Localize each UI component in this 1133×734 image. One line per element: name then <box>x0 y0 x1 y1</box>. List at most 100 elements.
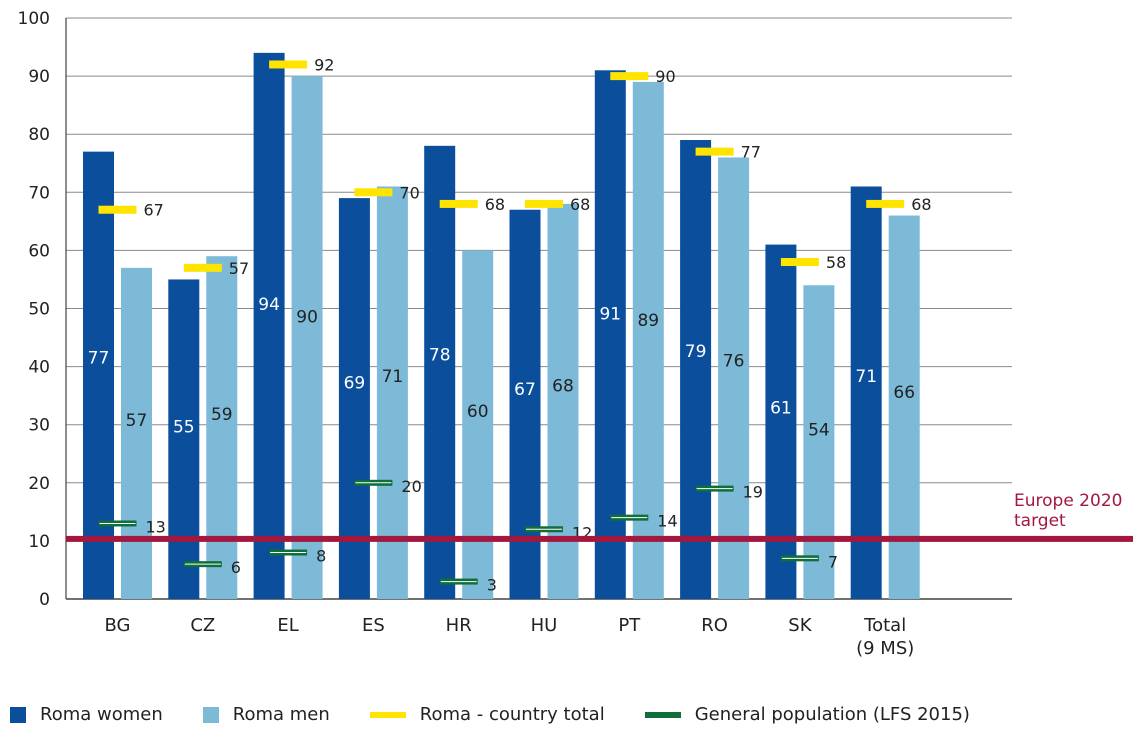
legend-label-roma-women: Roma women <box>40 704 163 725</box>
legend-item-roma-women: Roma women <box>10 704 163 725</box>
bar-label-men-pt: 89 <box>637 311 659 331</box>
legend-swatch-roma-men <box>202 706 219 723</box>
bar-men-total-9-ms <box>888 215 920 600</box>
y-tick-label-90: 90 <box>28 67 50 87</box>
x-tick-label-sk: SK <box>788 615 812 636</box>
bar-label-men-el: 90 <box>296 308 318 328</box>
y-tick-label-10: 10 <box>28 532 50 552</box>
legend-swatch-country-total <box>369 711 406 718</box>
bar-women-es <box>338 198 370 600</box>
bar-men-el <box>291 76 323 600</box>
x-tick-label-total-9-ms: Total <box>863 615 906 636</box>
bar-men-es <box>376 186 408 600</box>
y-axis: 0 10 20 30 40 50 60 70 80 90 100 <box>18 9 67 610</box>
bar-label-men-cz: 59 <box>211 405 233 425</box>
bar-label-men-total-9-ms: 66 <box>893 383 915 403</box>
marker-country-total-hr <box>439 199 478 208</box>
bar-label-men-bg: 57 <box>126 411 148 431</box>
bar-women-cz <box>168 279 200 599</box>
chart: 0 10 20 30 40 50 60 70 80 90 100 77 57 55 59 94 90 69 71 7… <box>18 9 1133 659</box>
marker-country-total-sk <box>780 258 819 267</box>
y-tick-label-20: 20 <box>28 474 50 494</box>
bar-men-sk <box>803 285 835 599</box>
legend-item-country-total: Roma - country total <box>369 704 605 725</box>
bar-label-women-cz: 55 <box>173 417 195 437</box>
marker-country-total-label-el: 92 <box>314 55 334 74</box>
legend-label-roma-men: Roma men <box>232 704 330 725</box>
bar-men-ro <box>718 157 750 599</box>
x-tick-label-ro: RO <box>701 615 728 636</box>
bar-men-cz <box>206 256 238 599</box>
legend-swatch-roma-women <box>10 706 26 723</box>
y-tick-label-80: 80 <box>28 125 50 145</box>
marker-country-total-pt <box>610 72 649 81</box>
y-tick-label-30: 30 <box>28 416 50 436</box>
bar-label-women-total-9-ms: 71 <box>855 367 877 387</box>
marker-country-total-total-9-ms <box>866 199 905 208</box>
bar-label-men-ro: 76 <box>723 352 745 372</box>
marker-country-total-label-sk: 58 <box>826 253 846 272</box>
marker-country-total-ro <box>695 147 734 156</box>
marker-country-total-cz <box>183 263 222 272</box>
target-label-line-1: Europe 2020 <box>1014 491 1122 511</box>
legend: Roma women Roma men Roma - country total… <box>10 704 1010 725</box>
bar-label-women-sk: 61 <box>770 399 792 419</box>
bar-label-men-hr: 60 <box>467 402 489 422</box>
marker-general-population-label-bg: 13 <box>146 517 166 536</box>
marker-country-total-label-hr: 68 <box>485 195 505 214</box>
bar-men-hu <box>547 203 579 600</box>
target-line-bar <box>66 535 1133 542</box>
legend-label-country-total: Roma - country total <box>419 704 605 725</box>
bar-label-women-ro: 79 <box>685 342 707 362</box>
x-tick-label-total-9-ms-line2: (9 MS) <box>856 638 914 659</box>
x-axis: BG CZ EL ES HR HU PT RO SK Total(9 MS) <box>105 615 915 659</box>
marker-general-population-label-pt: 14 <box>657 512 677 531</box>
target-label-line-2: target <box>1014 511 1066 531</box>
marker-country-total-label-es: 70 <box>399 183 419 202</box>
bar-label-men-sk: 54 <box>808 421 830 441</box>
marker-country-total-label-pt: 90 <box>655 67 675 86</box>
bar-women-sk <box>765 244 797 599</box>
bar-men-hr <box>462 250 494 599</box>
bar-women-el <box>253 52 285 600</box>
marker-general-population-label-sk: 7 <box>828 552 838 571</box>
marker-country-total-hu <box>525 199 563 208</box>
y-tick-label-100: 100 <box>18 9 50 29</box>
x-tick-label-pt: PT <box>618 615 641 636</box>
bar-women-bg <box>83 151 114 599</box>
marker-country-total-label-bg: 67 <box>144 201 164 220</box>
marker-country-total-label-cz: 57 <box>229 259 249 278</box>
x-tick-label-hu: HU <box>531 615 558 636</box>
bar-women-hu <box>509 209 541 600</box>
bar-women-pt <box>594 70 626 600</box>
y-tick-label-40: 40 <box>28 358 50 378</box>
y-tick-label-50: 50 <box>28 300 50 320</box>
y-tick-label-60: 60 <box>28 241 50 261</box>
x-tick-label-el: EL <box>277 615 298 636</box>
marker-country-total-es <box>354 188 393 197</box>
marker-general-population-label-es: 20 <box>401 477 421 496</box>
bar-label-men-hu: 68 <box>552 377 574 397</box>
bar-label-women-bg: 77 <box>88 348 110 368</box>
x-tick-label-es: ES <box>362 615 385 636</box>
marker-general-population-label-el: 8 <box>316 547 326 566</box>
bar-women-total-9-ms <box>850 186 882 600</box>
bar-men-pt <box>632 81 664 599</box>
x-tick-label-hr: HR <box>446 615 472 636</box>
x-tick-label-cz: CZ <box>190 615 215 636</box>
bar-label-women-pt: 91 <box>599 304 621 324</box>
marker-country-total-label-ro: 77 <box>741 143 761 162</box>
legend-item-roma-men: Roma men <box>202 704 330 725</box>
marker-country-total-el <box>269 60 308 69</box>
bar-label-women-el: 94 <box>258 295 280 315</box>
bar-women-ro <box>680 140 712 599</box>
bar-men-bg <box>121 267 152 599</box>
y-tick-label-0: 0 <box>39 590 50 610</box>
marker-country-total-bg <box>98 205 137 214</box>
legend-swatch-general-population <box>644 711 681 718</box>
marker-country-total-label-hu: 68 <box>570 195 590 214</box>
marker-country-total-label-total-9-ms: 68 <box>911 195 931 214</box>
bar-women-hr <box>424 145 456 599</box>
